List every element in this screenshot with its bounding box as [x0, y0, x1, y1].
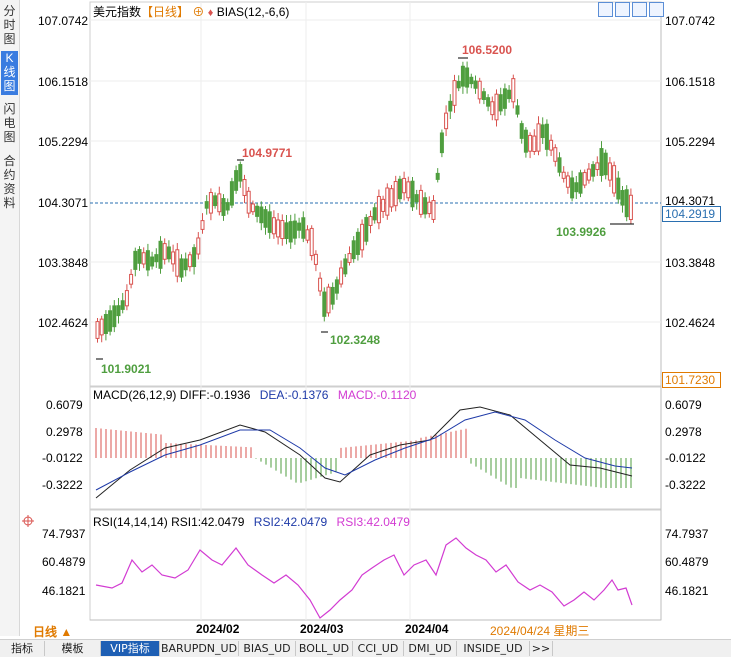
left-axis-label: 103.3848 [38, 256, 89, 270]
macd-axis-label: 0.6079 [46, 398, 83, 412]
tab-bias[interactable]: BIAS_UD [239, 641, 296, 656]
side-tab-bar: 分时图 K线图 闪电图 合约资料 [0, 0, 20, 636]
rsi1-value: RSI1:42.0479 [171, 515, 245, 529]
right-axis-label: 102.4624 [665, 316, 716, 330]
chart-header: 美元指数【日线】 ⊕ ♦ BIAS(12,-6,6) [93, 3, 289, 20]
rsi-header: RSI(14,14,14) RSI1:42.0479 RSI2:42.0479 … [93, 515, 410, 529]
macd-dea-value: DEA:-0.1376 [259, 388, 329, 402]
left-axis-label: 104.3071 [38, 196, 89, 210]
macd-header: MACD(26,12,9) DIFF:-0.1936 DEA:-0.1376 M… [93, 388, 416, 402]
macd-title: MACD(26,12,9) [93, 388, 177, 402]
lowest-price-badge: 101.7230 [662, 372, 721, 388]
macd-axis-label: 0.6079 [665, 398, 702, 412]
macd-dea-line [95, 411, 633, 491]
tab-lightning[interactable]: 闪电图 [3, 102, 16, 144]
macd-axis-label: 0.2978 [46, 425, 83, 439]
right-axis-label: 107.0742 [665, 14, 716, 28]
macd-value: MACD:-0.1120 [337, 388, 417, 402]
candlesticks [95, 61, 633, 343]
rsi-axis-label: 60.4879 [665, 555, 709, 569]
right-axis-label: 103.3848 [665, 256, 716, 270]
rsi2-value: RSI2:42.0479 [253, 515, 328, 529]
tab-contract-info[interactable]: 合约资料 [3, 154, 16, 210]
macd-axis-label: -0.0122 [665, 451, 706, 465]
rsi-title: RSI(14,14,14) [93, 515, 168, 529]
layout-icon[interactable] [632, 2, 647, 17]
time-label: 2024/04 [405, 622, 449, 636]
mid-low-annotation: 102.3248 [330, 333, 381, 347]
macd-diff-value: DIFF:-0.1936 [179, 388, 251, 402]
tab-kline[interactable]: K线图 [1, 51, 18, 95]
macd-axis-label: -0.3222 [665, 478, 706, 492]
tab-vip-indicators[interactable]: VIP指标 [101, 641, 160, 656]
left-axis-label: 107.0742 [38, 14, 89, 28]
rsi-axis-label: 74.7937 [665, 527, 709, 541]
indicator-up-arrow-icon: ♦ [207, 7, 214, 19]
crosshair-icon[interactable] [22, 515, 34, 527]
right-axis-label: 106.1518 [665, 75, 716, 89]
indicator-tab-bar: 指标 模板 VIP指标 BARUPDN_UD BIAS_UD BOLL_UD C… [0, 639, 731, 657]
rsi3-value: RSI3:42.0479 [336, 515, 410, 529]
main-panel-frame [89, 1, 662, 387]
high-annotation: 106.5200 [462, 43, 513, 57]
rsi-axis-label: 60.4879 [42, 555, 86, 569]
low-annotation: 101.9021 [101, 362, 152, 376]
tab-inside[interactable]: INSIDE_UD [457, 641, 530, 656]
tab-timeshare[interactable]: 分时图 [3, 4, 16, 46]
rsi-line [95, 537, 633, 619]
kline-chart[interactable] [0, 0, 731, 638]
more-tabs-button[interactable]: >> [530, 641, 553, 656]
macd-axis-label: -0.0122 [42, 451, 83, 465]
cursor-date: 2024/04/24 星期三 [490, 624, 590, 638]
rsi-axis-label: 46.1821 [665, 584, 709, 598]
grid-lines [90, 2, 661, 620]
macd-diff-line [95, 406, 633, 499]
left-axis-label: 105.2294 [38, 135, 89, 149]
right-axis-label: 104.3071 [665, 194, 716, 208]
left-axis-label: 102.4624 [38, 316, 89, 330]
time-label: 2024/02 [196, 622, 240, 636]
left-axis-label: 106.1518 [38, 75, 89, 89]
indicator-label[interactable]: BIAS(12,-6,6) [216, 5, 290, 19]
expand-icon[interactable] [598, 2, 613, 17]
mid-high-annotation: 104.9771 [242, 146, 293, 160]
right-axis-label: 105.2294 [665, 135, 716, 149]
fullscreen-icon[interactable] [649, 2, 664, 17]
rsi-axis-label: 74.7937 [42, 527, 86, 541]
instrument-name: 美元指数 [93, 5, 142, 19]
rsi-axis-label: 46.1821 [42, 584, 86, 598]
tab-barupdn[interactable]: BARUPDN_UD [160, 641, 239, 656]
tab-templates[interactable]: 模板 [45, 641, 101, 656]
period-label[interactable]: 【日线】 [141, 5, 190, 19]
add-indicator-icon[interactable]: ⊕ [192, 5, 205, 19]
macd-axis-label: -0.3222 [42, 478, 83, 492]
tab-indicators[interactable]: 指标 [0, 641, 45, 656]
tab-cci[interactable]: CCI_UD [353, 641, 404, 656]
macd-axis-label: 0.2978 [665, 425, 702, 439]
tab-boll[interactable]: BOLL_UD [296, 641, 353, 656]
period-switch-button[interactable]: 日线 ▲ [33, 625, 73, 639]
recent-low-annotation: 103.9926 [556, 225, 607, 239]
current-price-badge: 104.2919 [662, 206, 721, 222]
time-label: 2024/03 [300, 622, 344, 636]
tab-dmi[interactable]: DMI_UD [404, 641, 457, 656]
zoom-icon[interactable] [615, 2, 630, 17]
